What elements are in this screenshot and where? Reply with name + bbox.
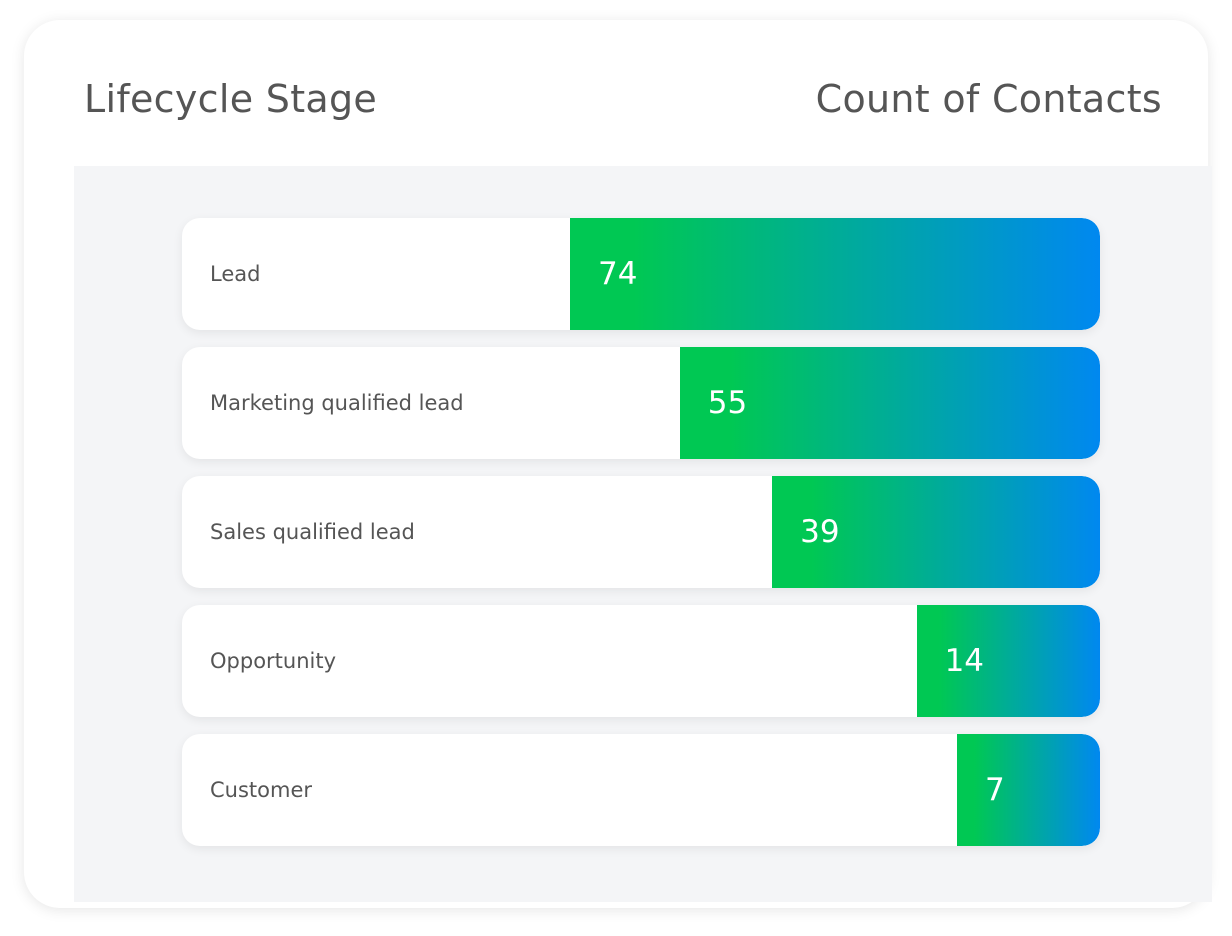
data-label: 14 xyxy=(944,643,985,679)
category-label: Opportunity xyxy=(210,649,337,673)
bar: 55 xyxy=(679,347,1100,459)
category-label: Marketing qualified lead xyxy=(210,391,464,415)
category-label: Lead xyxy=(210,262,261,286)
bar: 39 xyxy=(772,476,1100,588)
column-header-count-of-contacts: Count of Contacts xyxy=(815,77,1162,121)
bar-rows: Lead 74 Marketing qualified lead 55 Sales qu… xyxy=(182,218,1100,863)
data-label: 39 xyxy=(800,514,840,550)
bar: 7 xyxy=(957,734,1100,846)
bar-row: Marketing qualified lead 55 xyxy=(182,347,1100,459)
chart-panel: Lead 74 Marketing qualified lead 55 Sales qu… xyxy=(74,166,1212,902)
bar-row: Opportunity 14 xyxy=(182,605,1100,717)
category-label: Sales qualified lead xyxy=(210,520,415,544)
data-label: 55 xyxy=(707,385,748,421)
category-label: Customer xyxy=(210,778,313,802)
bar-row: Customer 7 xyxy=(182,734,1100,846)
chart-card: Lifecycle Stage Count of Contacts Lead 74… xyxy=(24,20,1212,908)
bar-row: Sales qualified lead 39 xyxy=(182,476,1100,588)
data-label: 7 xyxy=(985,772,1005,808)
bar: 74 xyxy=(570,218,1100,330)
column-header-lifecycle-stage: Lifecycle Stage xyxy=(84,77,378,121)
bar-row: Lead 74 xyxy=(182,218,1100,330)
bar: 14 xyxy=(916,605,1100,717)
data-label: 74 xyxy=(598,256,638,292)
